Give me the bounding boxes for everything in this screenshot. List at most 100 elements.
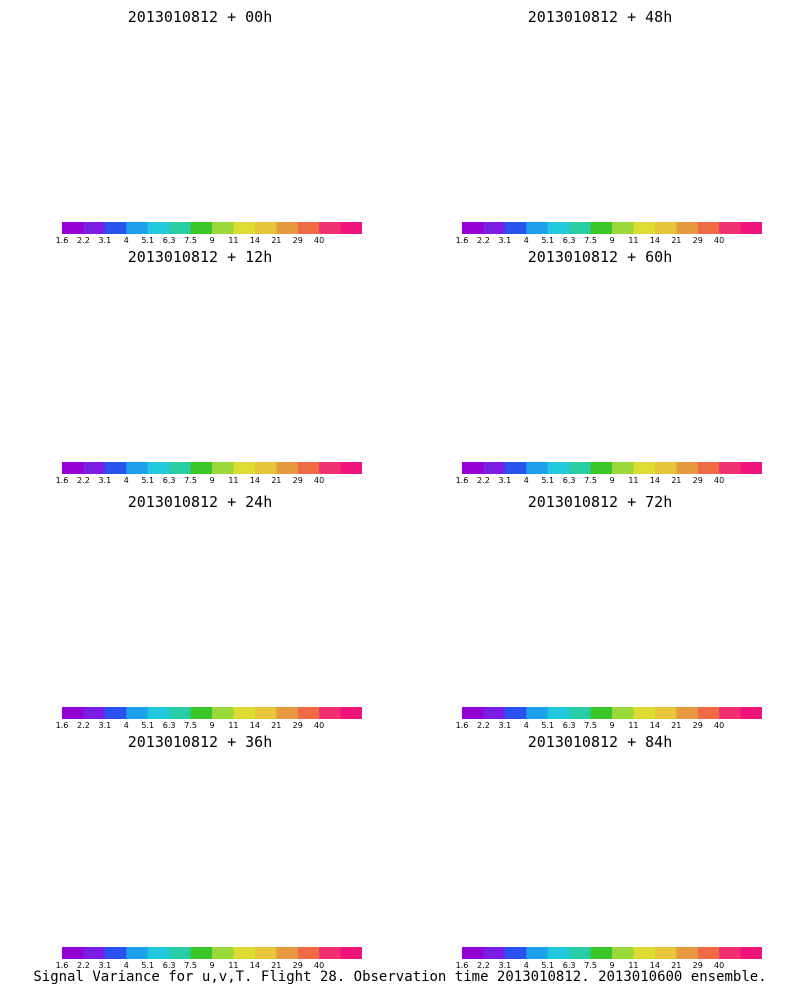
colorbar-band — [719, 707, 742, 719]
panel-title: 2013010812 + 00h — [127, 8, 273, 26]
colorbar-band — [654, 947, 677, 959]
colorbar-tick-label: 3.1 — [498, 236, 512, 245]
colorbar-band — [633, 462, 656, 474]
colorbar-tick-label: 1.6 — [55, 236, 69, 245]
colorbar — [462, 462, 762, 474]
colorbar-band — [526, 222, 549, 234]
colorbar-band — [233, 222, 256, 234]
colorbar-tick-label: 40 — [314, 721, 325, 730]
colorbar-band — [633, 222, 656, 234]
colorbar-tick-label: 1.6 — [55, 476, 69, 485]
colorbar-band — [569, 707, 592, 719]
colorbar-band — [462, 222, 484, 234]
forecast-map — [12, 30, 392, 230]
colorbar-band — [719, 947, 742, 959]
colorbar-band — [126, 462, 149, 474]
colorbar-tick-label: 29 — [292, 961, 303, 970]
colorbar-band — [147, 222, 170, 234]
colorbar-band — [147, 462, 170, 474]
colorbar-band — [719, 222, 742, 234]
colorbar-band — [697, 707, 720, 719]
colorbar-tick-label: 7.5 — [584, 236, 597, 245]
colorbar-tick-label: 2.2 — [77, 476, 90, 485]
colorbar-band — [169, 222, 192, 234]
colorbar-band — [590, 947, 613, 959]
colorbar-band — [547, 947, 570, 959]
colorbar-band — [590, 222, 613, 234]
colorbar-band — [483, 947, 506, 959]
colorbar-band — [126, 707, 149, 719]
colorbar-band — [526, 462, 549, 474]
colorbar-band — [526, 707, 549, 719]
colorbar-band — [654, 462, 677, 474]
colorbar-tick-label: 5.1 — [541, 721, 555, 730]
colorbar-band — [462, 947, 484, 959]
colorbar-tick-label: 4 — [123, 236, 129, 245]
colorbar-tick-label: 7.5 — [584, 476, 597, 485]
colorbar-tick-label: 11 — [228, 721, 239, 730]
colorbar-tick-label: 9 — [609, 961, 615, 970]
colorbar-band — [62, 462, 84, 474]
colorbar-band — [740, 462, 762, 474]
colorbar-band — [340, 947, 362, 959]
colorbar-tick-label: 11 — [228, 961, 239, 970]
colorbar-tick-label: 29 — [692, 476, 703, 485]
colorbar-tick-label: 6.3 — [162, 236, 176, 245]
colorbar-band — [654, 222, 677, 234]
colorbar-tick-label: 4 — [523, 476, 529, 485]
colorbar-tick-label: 21 — [271, 236, 282, 245]
colorbar-tick-label: 14 — [249, 961, 260, 970]
colorbar-tick-label: 11 — [628, 961, 639, 970]
colorbar-tick-label: 9 — [209, 236, 215, 245]
colorbar-band — [83, 707, 106, 719]
colorbar-band — [104, 222, 127, 234]
colorbar-band — [340, 222, 362, 234]
colorbar-tick-label: 14 — [249, 721, 260, 730]
colorbar-band — [169, 462, 192, 474]
colorbar-band — [569, 462, 592, 474]
colorbar-band — [676, 462, 699, 474]
colorbar-band — [590, 707, 613, 719]
colorbar-tick-label: 7.5 — [184, 476, 197, 485]
colorbar-band — [254, 462, 277, 474]
colorbar-tick-label: 21 — [271, 961, 282, 970]
colorbar-tick-label: 11 — [628, 236, 639, 245]
colorbar-band — [319, 462, 342, 474]
colorbar-band — [319, 222, 342, 234]
colorbar-tick-label: 40 — [314, 961, 325, 970]
colorbar-tick-labels: 1.6 2.2 3.1 4 5.1 6.3 7.5 9 11 14 21 29 40 — [56, 236, 362, 246]
colorbar-band — [676, 222, 699, 234]
colorbar-band — [254, 947, 277, 959]
colorbar-band — [590, 462, 613, 474]
colorbar-tick-label: 4 — [523, 236, 529, 245]
colorbar-tick-label: 2.2 — [477, 236, 490, 245]
panel-title: 2013010812 + 72h — [527, 493, 673, 511]
colorbar-band — [126, 947, 149, 959]
colorbar-tick-label: 6.3 — [562, 961, 576, 970]
panel-title: 2013010812 + 84h — [527, 733, 673, 751]
colorbar-band — [483, 462, 506, 474]
colorbar-tick-label: 11 — [628, 721, 639, 730]
colorbar-tick-label: 9 — [209, 961, 215, 970]
colorbar-tick-label: 4 — [123, 476, 129, 485]
colorbar-tick-label: 4 — [123, 721, 129, 730]
colorbar-band — [233, 947, 256, 959]
colorbar-band — [212, 707, 234, 719]
forecast-map — [412, 30, 792, 230]
colorbar-band — [147, 947, 170, 959]
colorbar-band — [697, 222, 720, 234]
panel-title: 2013010812 + 36h — [127, 733, 273, 751]
colorbar-band — [504, 462, 527, 474]
colorbar-tick-label: 2.2 — [77, 236, 90, 245]
colorbar-tick-label: 2.2 — [477, 961, 490, 970]
colorbar-tick-label: 7.5 — [584, 721, 597, 730]
colorbar-tick-label: 4 — [523, 721, 529, 730]
colorbar-band — [276, 947, 299, 959]
colorbar-tick-label: 9 — [609, 236, 615, 245]
colorbar-tick-labels: 1.6 2.2 3.1 4 5.1 6.3 7.5 9 11 14 21 29 40 — [456, 721, 762, 731]
colorbar — [62, 222, 362, 234]
colorbar-band — [169, 947, 192, 959]
colorbar-tick-label: 21 — [671, 721, 682, 730]
colorbar-tick-label: 11 — [628, 476, 639, 485]
colorbar-tick-label: 7.5 — [184, 721, 197, 730]
